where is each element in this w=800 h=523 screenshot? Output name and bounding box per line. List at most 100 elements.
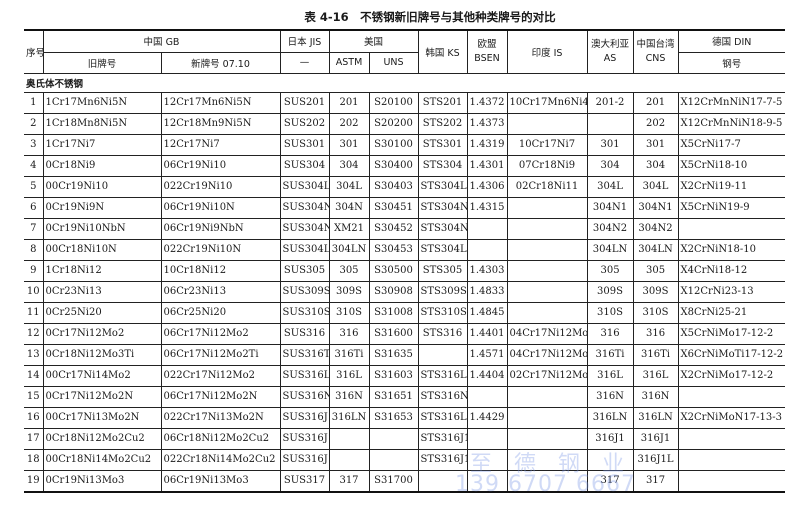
- cell-uns: [368, 448, 419, 471]
- cell-jis: SUS316J1: [279, 406, 330, 429]
- cell-bsen: [466, 385, 508, 408]
- cell-bsen: [466, 448, 508, 471]
- table-row: 15 0Cr17Ni12Mo2N 06Cr17Ni12Mo2N SUS316N 316N…: [24, 385, 786, 408]
- cell-gb-old: 1Cr18Mn8Ni5N: [42, 112, 162, 135]
- cell-gb-old: 00Cr19Ni10: [42, 175, 162, 198]
- cell-astm: 202: [328, 112, 370, 135]
- cell-gb-new: 06Cr19Ni10: [160, 154, 281, 177]
- cell-astm: 316N: [328, 385, 370, 408]
- cell-ks: STS309S: [417, 280, 468, 303]
- cell-astm: 304LN: [328, 238, 370, 261]
- cell-uns: S30100: [368, 133, 419, 156]
- cell-ks: STS304N1: [417, 196, 468, 219]
- header-eu-bsen: 欧盟 BSEN: [466, 29, 508, 74]
- cell-gb-new: 022Cr19Ni10: [160, 175, 281, 198]
- cell-jis: SUS316J1L: [279, 448, 330, 471]
- cell-cns: 316Ti: [632, 343, 679, 366]
- cell-seq: 2: [24, 112, 44, 135]
- cell-uns: S20200: [368, 112, 419, 135]
- cell-din: X8CrNi25-21: [677, 301, 786, 324]
- cell-din: X5CrNiN19-9: [677, 196, 786, 219]
- cell-astm: 301: [328, 133, 370, 156]
- cell-gb-new: 12Cr17Mn6Ni5N: [160, 91, 281, 114]
- cell-gb-old: 0Cr18Ni12Mo2Cu2: [42, 427, 162, 450]
- cell-ks: STS316L: [417, 364, 468, 387]
- table-row: 13 0Cr18Ni12Mo3Ti 06Cr17Ni12Mo2Ti SUS316Ti 3…: [24, 343, 786, 366]
- table-row: 16 00Cr17Ni13Mo2N 022Cr17Ni13Mo2N SUS316J1 3…: [24, 406, 786, 429]
- header-india-is: 印度 IS: [506, 29, 588, 74]
- cell-bsen: 1.4373: [466, 112, 508, 135]
- cell-uns: S30400: [368, 154, 419, 177]
- cell-astm: 316Ti: [328, 343, 370, 366]
- table-row: 10 0Cr23Ni13 06Cr23Ni13 SUS309S 309S S30908 ST…: [24, 280, 786, 303]
- cell-ks: STS316LN: [417, 406, 468, 429]
- header-jis-sub: —: [279, 51, 330, 74]
- cell-gb-old: 0Cr25Ni20: [42, 301, 162, 324]
- cell-jis: SUS304N2: [279, 217, 330, 240]
- cell-din: X12CrNi23-13: [677, 280, 786, 303]
- cell-seq: 12: [24, 322, 44, 345]
- cell-is: 07Cr18Ni9: [506, 154, 588, 177]
- cell-gb-old: 00Cr18Ni14Mo2Cu2: [42, 448, 162, 471]
- cell-jis: SUS304LN: [279, 238, 330, 261]
- cell-gb-new: 06Cr17Ni12Mo2Ti: [160, 343, 281, 366]
- cell-jis: SUS316Ti: [279, 343, 330, 366]
- cell-uns: S30452: [368, 217, 419, 240]
- cell-din: X5CrNi18-10: [677, 154, 786, 177]
- cell-gb-old: 1Cr17Mn6Ni5N: [42, 91, 162, 114]
- cell-gb-new: 06Cr23Ni13: [160, 280, 281, 303]
- cell-seq: 4: [24, 154, 44, 177]
- cell-jis: SUS304: [279, 154, 330, 177]
- cell-ks: STS316J1: [417, 448, 468, 471]
- table-row: 19 0Cr19Ni13Mo3 06Cr19Ni13Mo3 SUS317 317 S317…: [24, 469, 786, 492]
- cell-gb-new: 022Cr17Ni13Mo2N: [160, 406, 281, 429]
- header-gb-new: 新牌号 07.10: [160, 51, 281, 74]
- cell-gb-new: 022Cr19Ni10N: [160, 238, 281, 261]
- cell-ks: STS310S: [417, 301, 468, 324]
- table-row: 5 00Cr19Ni10 022Cr19Ni10 SUS304L 304L S30403 S…: [24, 175, 786, 198]
- cell-jis: SUS316N: [279, 385, 330, 408]
- cell-din: X4CrNi18-12: [677, 259, 786, 282]
- cell-bsen: 1.4303: [466, 259, 508, 282]
- cell-ks: [417, 469, 468, 492]
- cell-astm: 316: [328, 322, 370, 345]
- cell-uns: [368, 427, 419, 450]
- cell-astm: XM21: [328, 217, 370, 240]
- cell-seq: 1: [24, 91, 44, 114]
- cell-as: 305: [586, 259, 634, 282]
- cell-cns: 316: [632, 322, 679, 345]
- cell-gb-old: 00Cr17Ni14Mo2: [42, 364, 162, 387]
- cell-is: 02Cr18Ni11: [506, 175, 588, 198]
- cell-bsen: 1.4315: [466, 196, 508, 219]
- cell-jis: SUS202: [279, 112, 330, 135]
- cell-as: [586, 112, 634, 135]
- cell-gb-old: 00Cr17Ni13Mo2N: [42, 406, 162, 429]
- cell-cns: 317: [632, 469, 679, 492]
- cell-jis: SUS316J1: [279, 427, 330, 450]
- cell-is: [506, 301, 588, 324]
- cell-ks: STS304LN: [417, 238, 468, 261]
- cell-gb-old: 0Cr23Ni13: [42, 280, 162, 303]
- cell-cns: 305: [632, 259, 679, 282]
- cell-din: [677, 427, 786, 450]
- cell-din: X2CrNiN18-10: [677, 238, 786, 261]
- cell-din: X2CrNiMo17-12-2: [677, 364, 786, 387]
- cell-as: 316L: [586, 364, 634, 387]
- cell-as: [586, 448, 634, 471]
- header-korea-ks: 韩国 KS: [417, 29, 468, 74]
- cell-din: [677, 448, 786, 471]
- cell-cns: 304LN: [632, 238, 679, 261]
- cell-astm: 310S: [328, 301, 370, 324]
- cell-jis: SUS309S: [279, 280, 330, 303]
- cell-is: 04Cr17Ni12MoTi20: [506, 343, 588, 366]
- cell-ks: STS304N2: [417, 217, 468, 240]
- cell-is: [506, 448, 588, 471]
- cell-bsen: [466, 238, 508, 261]
- cell-as: 301: [586, 133, 634, 156]
- cell-bsen: 1.4319: [466, 133, 508, 156]
- cell-seq: 14: [24, 364, 44, 387]
- cell-as: 316LN: [586, 406, 634, 429]
- cell-uns: S30453: [368, 238, 419, 261]
- cell-jis: SUS316L: [279, 364, 330, 387]
- cell-uns: S30451: [368, 196, 419, 219]
